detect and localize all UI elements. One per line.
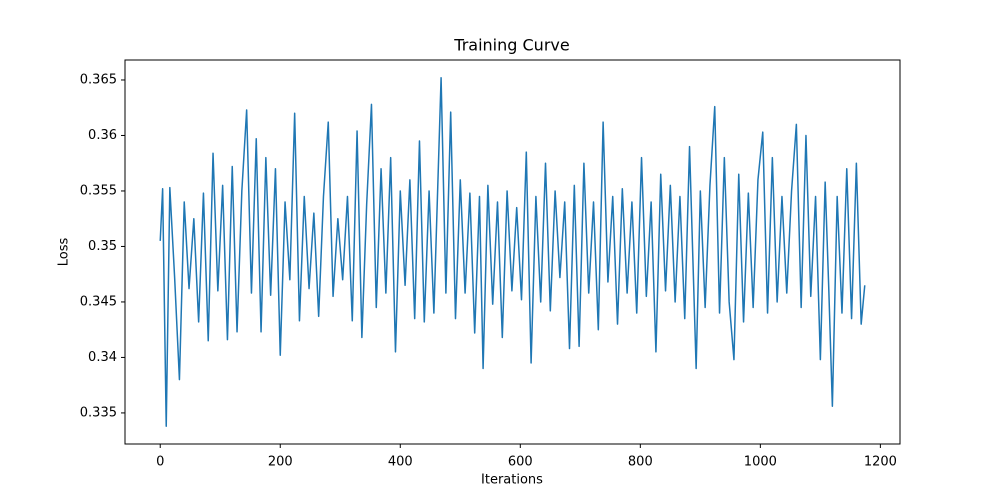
x-tick-label: 200 [268,455,293,470]
y-tick-label: 0.34 [88,350,117,365]
x-axis-label: Iterations [481,473,543,488]
x-tick-label: 0 [156,455,164,470]
y-tick-label: 0.345 [80,294,117,309]
x-tick-label: 600 [508,455,533,470]
y-tick-label: 0.365 [80,72,117,87]
x-tick-label: 1200 [864,455,897,470]
y-tick-label: 0.335 [80,405,117,420]
x-tick-label: 400 [388,455,413,470]
plot-frame [124,59,901,445]
y-tick-label: 0.36 [88,128,117,143]
y-tick-label: 0.35 [88,239,117,254]
line-series [159,77,866,427]
x-tick-label: 800 [628,455,653,470]
chart-title: Training Curve [453,36,569,55]
x-tick-label: 1000 [744,455,777,470]
y-tick-label: 0.355 [80,183,117,198]
y-axis-label: Loss [57,238,72,267]
